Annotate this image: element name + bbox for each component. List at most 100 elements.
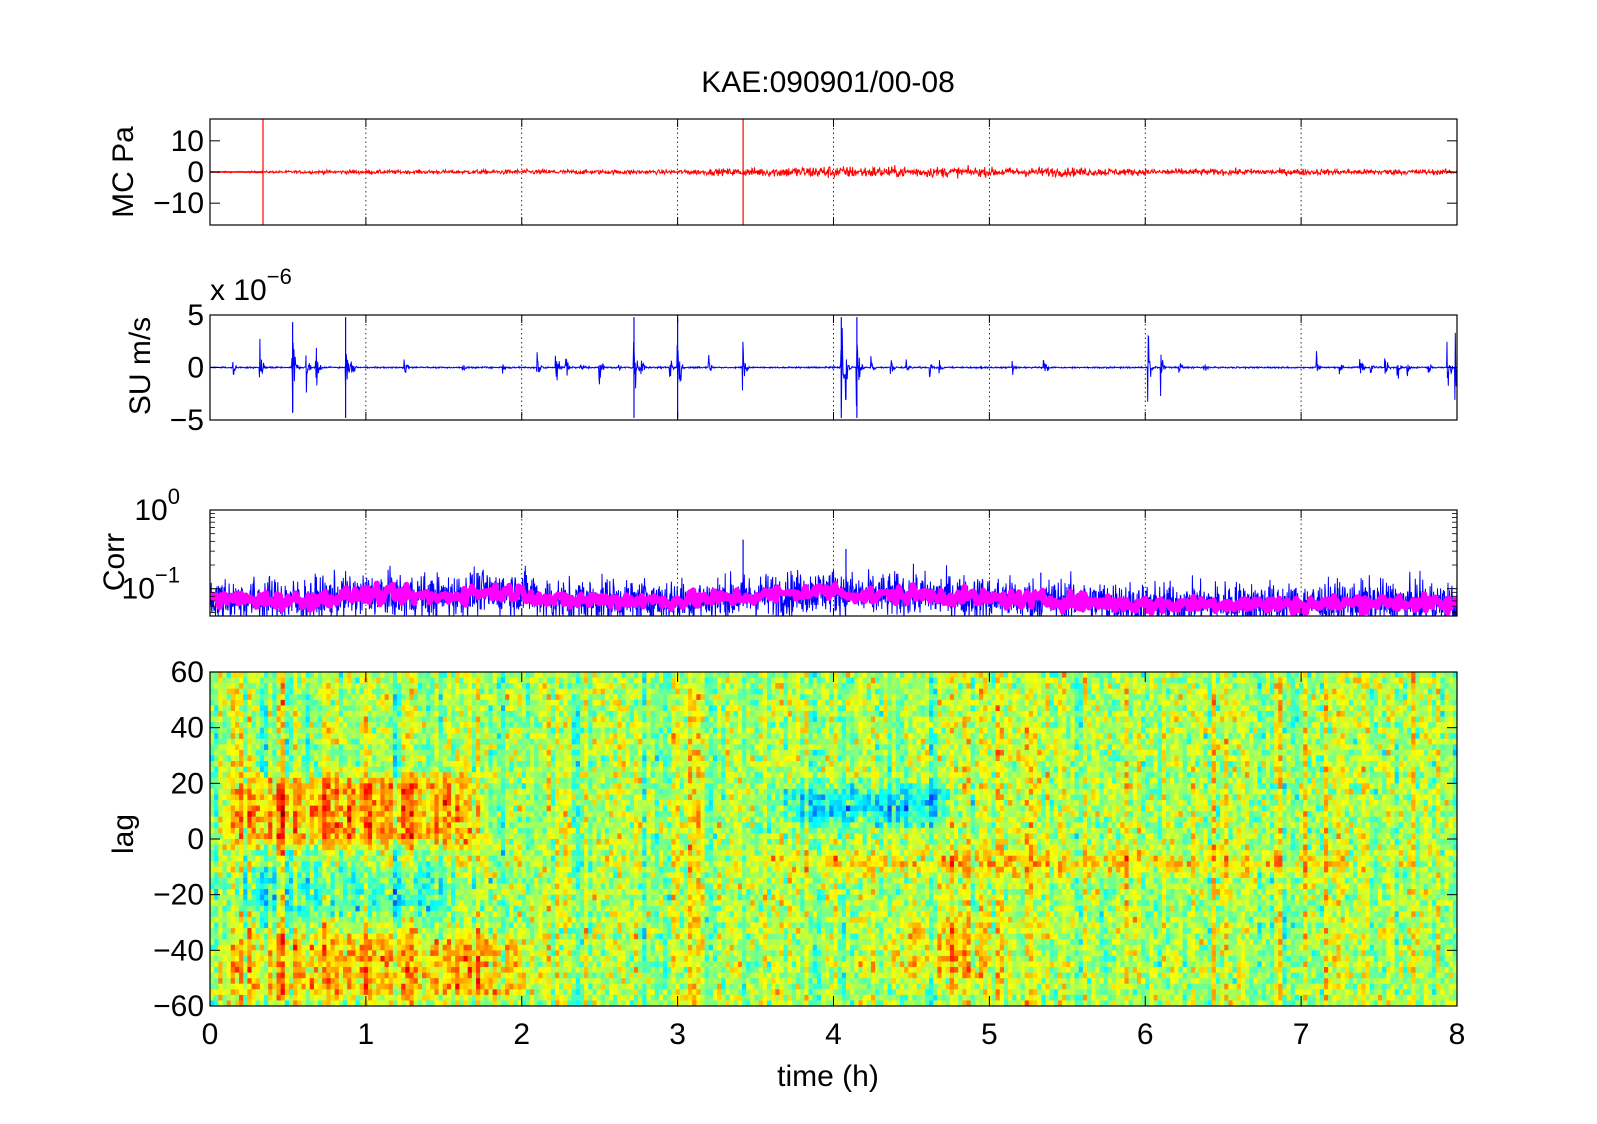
heatmap-cell [513, 850, 519, 857]
heatmap-cell [463, 972, 469, 979]
heatmap-cell [521, 967, 527, 974]
heatmap-cell [264, 783, 269, 790]
heatmap-cell [430, 744, 436, 751]
heatmap-cell [505, 783, 510, 790]
heatmap-cell [313, 961, 319, 968]
heatmap-cell [268, 905, 273, 912]
heatmap-cell [397, 972, 402, 979]
heatmap-cell [210, 889, 215, 896]
heatmap-cell [426, 939, 431, 946]
heatmap-cell [505, 816, 510, 823]
heatmap-cell [509, 967, 515, 974]
heatmap-cell [430, 900, 436, 907]
heatmap-cell [297, 905, 303, 912]
heatmap-cell [413, 772, 419, 779]
heatmap-cell [405, 933, 411, 940]
heatmap-cell [272, 694, 278, 701]
heatmap-cell [496, 922, 502, 929]
heatmap-cell [367, 738, 373, 745]
heatmap-cell [388, 994, 394, 1002]
heatmap-cell [413, 688, 419, 695]
heatmap-cell [301, 1000, 307, 1006]
heatmap-cell [384, 866, 390, 873]
heatmap-cell [343, 939, 348, 946]
heatmap-cell [417, 805, 423, 812]
heatmap-cell [397, 905, 402, 912]
heatmap-cell [272, 816, 278, 823]
heatmap-cell [534, 699, 539, 706]
heatmap-cell [272, 883, 278, 890]
heatmap-cell [247, 749, 253, 757]
heatmap-cell [214, 844, 219, 851]
heatmap-cell [496, 733, 502, 740]
heatmap-cell [251, 794, 257, 801]
heatmap-cell [505, 955, 510, 963]
heatmap-cell [343, 738, 348, 745]
heatmap-cell [525, 972, 531, 979]
heatmap-cell [318, 861, 323, 868]
heatmap-cell [318, 866, 323, 873]
heatmap-cell [243, 961, 249, 968]
heatmap-cell [351, 772, 357, 779]
heatmap-cell [500, 972, 506, 979]
heatmap-cell [376, 894, 382, 901]
heatmap-cell [517, 716, 523, 723]
heatmap-cell [309, 755, 315, 762]
heatmap-cell [517, 950, 523, 957]
heatmap-cell [247, 978, 253, 985]
heatmap-cell [343, 850, 348, 857]
heatmap-cell [538, 844, 544, 851]
heatmap-cell [347, 683, 352, 690]
heatmap-cell [322, 950, 327, 957]
heatmap-cell [338, 961, 344, 968]
heatmap-cell [530, 710, 535, 718]
heatmap-cell [484, 877, 490, 885]
heatmap-cell [467, 794, 473, 801]
heatmap-cell [322, 811, 327, 818]
heatmap-cell [509, 994, 515, 1002]
heatmap-cell [210, 772, 215, 779]
heatmap-cell [322, 989, 327, 996]
heatmap-cell [455, 705, 460, 712]
heatmap-cell [401, 816, 406, 823]
heatmap-cell [338, 672, 344, 679]
heatmap-cell [525, 772, 531, 779]
heatmap-cell [338, 939, 344, 946]
heatmap-cell [392, 705, 398, 712]
heatmap-cell [218, 738, 224, 745]
heatmap-cell [384, 744, 390, 751]
heatmap-cell [455, 744, 460, 751]
heatmap-cell [442, 877, 448, 885]
heatmap-cell [351, 872, 357, 879]
heatmap-cell [234, 928, 240, 935]
heatmap-cell [272, 950, 278, 957]
heatmap-cell [234, 766, 240, 773]
heatmap-cell [401, 850, 406, 857]
heatmap-cell [343, 788, 348, 796]
heatmap-cell [513, 967, 519, 974]
heatmap-cell [459, 805, 465, 812]
heatmap-cell [297, 783, 303, 790]
heatmap-cell [384, 894, 390, 901]
heatmap-cell [326, 994, 332, 1002]
heatmap-cell [343, 672, 348, 679]
heatmap-cell [347, 933, 352, 940]
heatmap-cell [222, 722, 228, 729]
heatmap-cell [259, 727, 265, 734]
heatmap-cell [392, 889, 398, 896]
heatmap-cell [326, 733, 332, 740]
heatmap-cell [363, 683, 369, 690]
heatmap-cell [318, 816, 323, 823]
heatmap-cell [476, 755, 481, 762]
heatmap-cell [542, 794, 548, 801]
heatmap-cell [255, 861, 261, 868]
heatmap-cell [280, 989, 286, 996]
heatmap-cell [397, 883, 402, 890]
heatmap-cell [343, 699, 348, 706]
heatmap-cell [530, 928, 535, 935]
heatmap-cell [426, 816, 431, 823]
heatmap-cell [334, 839, 340, 846]
heatmap-cell [380, 961, 386, 968]
heatmap-cell [476, 883, 481, 890]
heatmap-cell [413, 922, 419, 929]
